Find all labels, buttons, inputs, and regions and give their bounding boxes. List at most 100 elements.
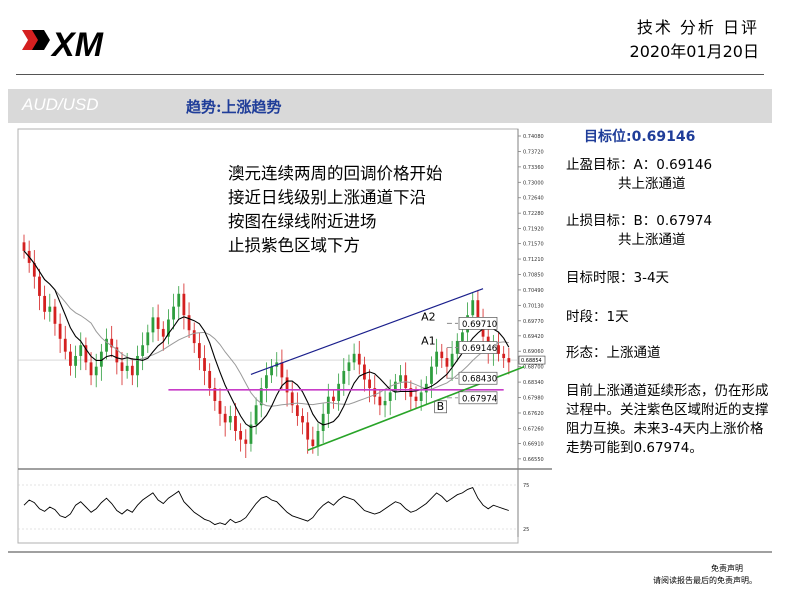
chart-annotation-line: 按图在绿线附近进场 [228,212,377,231]
candle-body [461,332,464,341]
candle-body [110,338,114,348]
candle-body [125,365,129,371]
candle-body [192,330,196,344]
candle-body [48,306,52,312]
y-tick-label: 0.70850 [523,272,544,278]
candle-body [218,400,222,414]
take-profit: 止盈目标：A：0.69146 [566,157,713,173]
candle-body [347,362,351,371]
candle-body [136,355,139,376]
candle-body [234,415,237,431]
disclaimer-title: 免责声明 [711,564,743,573]
oscillator-tick-label: 25 [523,527,529,533]
candle-body [208,370,212,389]
candle-body [94,366,98,376]
level-marker-label: A2 [421,310,436,323]
footer-divider [8,551,772,553]
y-tick-label: 0.72280 [523,211,544,217]
candle-body [450,353,454,367]
candle-body [295,405,299,416]
level-price-label: 0.68430 [462,375,497,385]
candle-body [43,295,47,312]
pair-bar: AUD/USD 趋势:上涨趋势 [8,89,772,123]
candle-body [239,430,243,440]
candle-body [259,388,263,406]
candle-body [228,415,232,423]
target-value: 0.69146 [631,129,696,145]
take-profit-note: 共上涨通道 [618,176,686,192]
y-tick-label: 0.71210 [523,257,544,263]
current-price-box [518,355,546,365]
candle-body [471,300,475,316]
stop-loss-note: 共上涨通道 [618,232,686,248]
pattern: 形态：上涨通道 [566,345,661,361]
candle-body [383,400,387,406]
chart-annotation-line: 止损紫色区域下方 [228,236,360,255]
candle-body [409,388,413,397]
y-tick-label: 0.67260 [523,426,544,432]
candle-body [445,358,449,367]
chart-annotation-line: 澳元连续两周的回调价格开始 [228,164,443,183]
y-tick-label: 0.73360 [523,165,544,171]
y-tick-label: 0.68340 [523,380,544,386]
current-price-label: 0.68854 [521,358,542,364]
candle-body [311,439,315,446]
candle-body [99,351,103,367]
candle-body [69,351,72,366]
candle-body [301,415,304,423]
candle-body [177,293,181,307]
candle-body [497,345,500,354]
candle-body [321,413,325,431]
y-tick-label: 0.73720 [523,149,544,155]
analysis-description: 目前上涨通道延续形态，仍在形成过程中。关注紫色区域附近的支撑阻力互换。未来3-4… [566,383,769,456]
candle-body [316,430,320,446]
candle-body [414,396,418,401]
level-price-box [458,371,498,385]
report-title: 技术 分析 日评 [636,18,759,37]
y-tick-label: 0.73000 [523,180,544,186]
candle-body [223,413,227,423]
header-divider [16,74,764,75]
y-tick-label: 0.70490 [523,288,544,294]
currency-pair: AUD/USD [22,95,99,114]
oscillator-line [23,487,509,526]
candle-body [58,323,62,339]
candle-body [244,439,248,444]
candle-body [476,300,480,322]
candle-body [89,362,93,376]
candle-body [84,345,88,363]
candle-body [290,392,294,406]
candle-body [399,375,402,382]
candle-body [440,351,444,359]
chart-canvas: 0.74080 0.73720 0.73360 0.73000 0.72640 0.722… [17,128,552,544]
level-price-box [458,391,498,405]
candle-body [280,362,284,378]
candle-body [79,345,83,356]
candle-body [368,379,371,389]
candle-body [167,319,170,337]
xm-logo: XM [22,26,104,64]
candle-body [378,396,382,406]
period: 时段：1天 [566,309,629,325]
candle-body [337,383,341,401]
candle-body [187,315,191,331]
y-tick-label: 0.71570 [523,242,544,248]
candle-body [393,381,397,393]
candle-body [373,388,377,397]
y-tick-label: 0.67620 [523,411,544,417]
candle-body [74,355,77,366]
candle-body [146,332,150,346]
candle-body [306,422,310,440]
level-price-label: 0.69710 [462,320,497,330]
stop-loss: 止损目标：B：0.67974 [566,213,713,229]
candle-body [430,366,433,384]
candle-body [363,364,366,380]
candle-body [332,396,335,401]
candle-body [63,338,67,352]
candle-body [419,392,423,401]
y-tick-label: 0.67980 [523,396,544,402]
chart-annotation-line: 接近日线级别上涨通道下沿 [228,188,426,207]
candle-body [265,375,268,389]
level-price-box [458,317,498,330]
candle-body [38,276,41,296]
